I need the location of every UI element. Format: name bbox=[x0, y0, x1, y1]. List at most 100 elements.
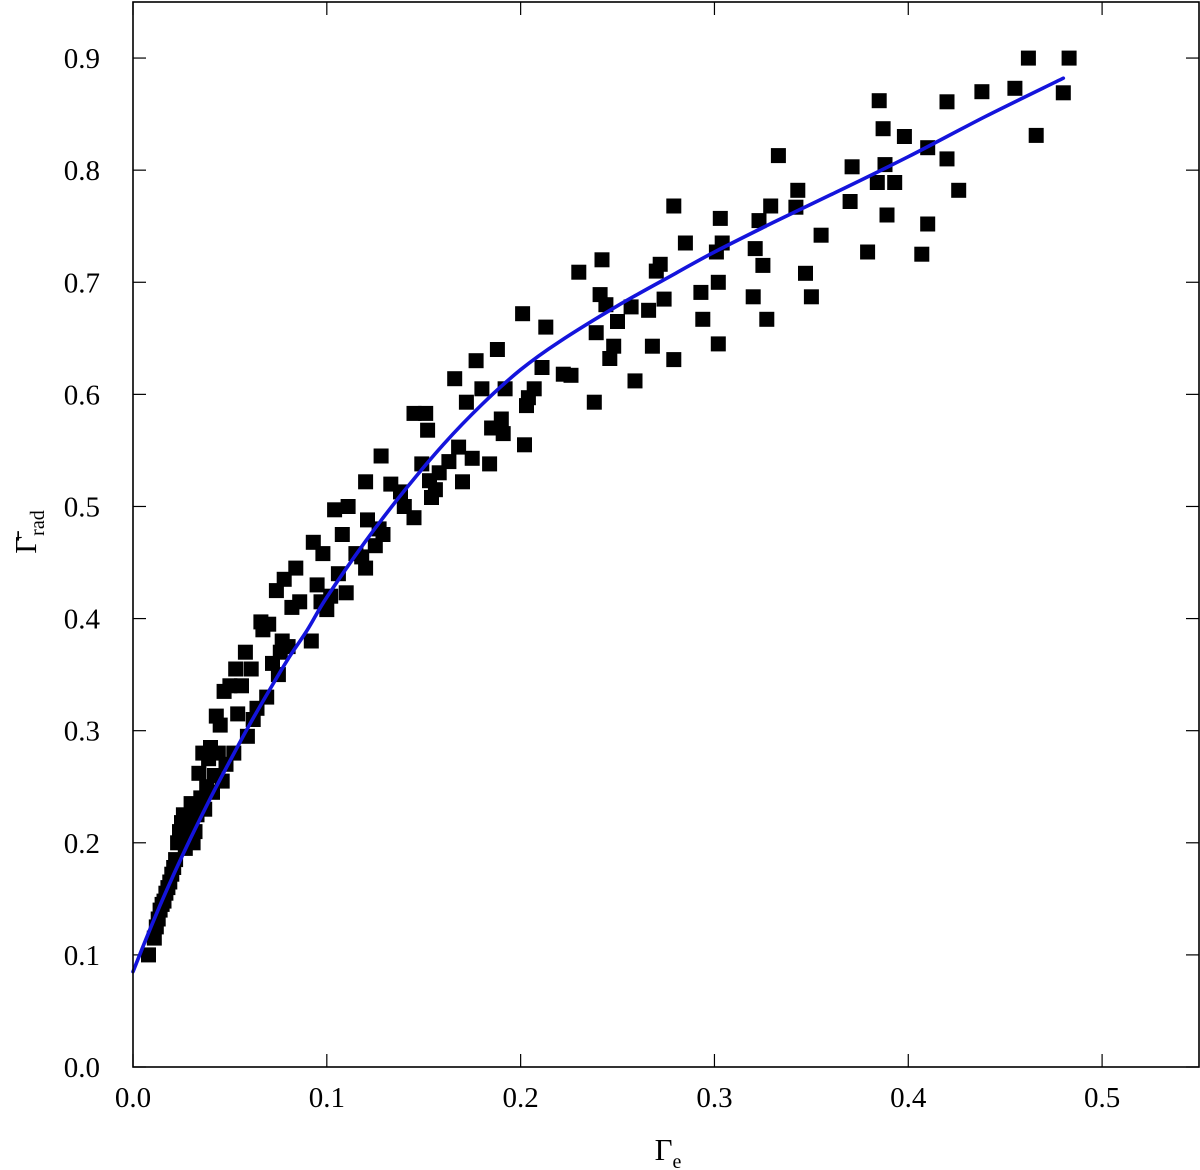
data-point bbox=[939, 94, 955, 110]
y-axis-title: Γ̄rad bbox=[8, 510, 49, 553]
data-point bbox=[951, 182, 967, 198]
data-point bbox=[482, 456, 498, 472]
data-point bbox=[656, 291, 672, 307]
data-point bbox=[338, 585, 354, 601]
data-point bbox=[677, 235, 693, 251]
data-point bbox=[1028, 127, 1044, 143]
data-point bbox=[887, 175, 903, 190]
data-point bbox=[534, 360, 550, 375]
tick-labels: 0.0 0.1 0.2 0.3 0.4 0.5 0.0 0.1 0.2 0.3 0.4 0.5 0.6 0… bbox=[64, 43, 1120, 1114]
x-axis-title-subscript: e bbox=[673, 1151, 682, 1170]
data-point bbox=[1061, 50, 1077, 66]
data-point bbox=[745, 289, 761, 305]
data-point bbox=[813, 227, 829, 243]
data-point bbox=[594, 252, 610, 268]
data-point bbox=[191, 765, 207, 781]
data-point bbox=[602, 351, 618, 366]
data-point bbox=[798, 265, 813, 281]
data-point bbox=[406, 405, 422, 421]
data-point bbox=[305, 534, 321, 550]
data-point bbox=[441, 454, 457, 470]
data-point bbox=[747, 241, 763, 257]
data-point bbox=[141, 947, 156, 963]
data-point bbox=[451, 439, 467, 455]
data-point bbox=[803, 289, 819, 305]
data-point bbox=[610, 314, 625, 329]
data-point bbox=[261, 616, 277, 632]
data-point bbox=[710, 336, 726, 352]
data-point bbox=[468, 353, 484, 369]
fit-curve bbox=[131, 76, 1066, 974]
y-tick-label: 0.7 bbox=[64, 267, 100, 299]
y-tick-label: 0.2 bbox=[64, 828, 100, 860]
data-point bbox=[712, 210, 728, 226]
svg-text:Γ̄rad: Γ̄rad bbox=[8, 510, 49, 553]
data-point bbox=[755, 257, 771, 273]
data-point bbox=[418, 405, 434, 421]
data-point bbox=[920, 216, 936, 232]
plot-frame bbox=[132, 1, 1200, 1068]
data-point bbox=[237, 644, 253, 660]
data-point bbox=[288, 560, 304, 576]
data-point bbox=[243, 661, 259, 677]
data-point bbox=[292, 594, 308, 610]
data-point bbox=[373, 448, 389, 464]
x-tick-label: 0.2 bbox=[503, 1082, 539, 1114]
data-point bbox=[869, 175, 885, 190]
y-tick-label: 0.9 bbox=[64, 43, 100, 75]
data-point bbox=[871, 93, 887, 109]
data-point bbox=[420, 422, 436, 438]
x-tick-label: 0.1 bbox=[309, 1082, 345, 1114]
data-point bbox=[234, 678, 249, 694]
data-point bbox=[360, 512, 375, 528]
data-point bbox=[623, 299, 639, 315]
y-tick-label: 0.6 bbox=[64, 379, 100, 411]
data-point bbox=[974, 84, 990, 100]
y-tick-label: 0.5 bbox=[64, 491, 100, 523]
y-tick-label: 0.3 bbox=[64, 716, 100, 748]
data-point bbox=[464, 450, 480, 466]
data-point bbox=[1020, 50, 1036, 66]
data-point bbox=[939, 151, 955, 167]
data-point bbox=[327, 502, 343, 518]
data-point bbox=[790, 182, 806, 198]
data-point bbox=[230, 706, 246, 722]
data-point bbox=[666, 352, 682, 368]
data-point bbox=[644, 338, 660, 354]
x-axis-title: Γe bbox=[655, 1132, 682, 1170]
y-tick-label: 0.4 bbox=[64, 604, 101, 636]
data-point bbox=[1007, 80, 1023, 96]
data-point bbox=[641, 302, 657, 318]
data-point bbox=[666, 198, 682, 214]
data-point bbox=[406, 510, 422, 526]
data-point bbox=[896, 129, 912, 144]
data-point bbox=[315, 546, 331, 562]
data-point bbox=[751, 213, 767, 229]
data-point bbox=[458, 394, 474, 410]
scatter-points bbox=[141, 50, 1077, 963]
data-point bbox=[563, 367, 579, 383]
data-point bbox=[517, 437, 532, 453]
data-point bbox=[652, 256, 668, 272]
data-point bbox=[710, 274, 726, 290]
x-tick-label: 0.3 bbox=[696, 1082, 732, 1114]
data-point bbox=[627, 373, 643, 389]
data-point bbox=[427, 482, 443, 498]
x-tick-label: 0.4 bbox=[890, 1082, 927, 1114]
y-tick-label: 0.0 bbox=[64, 1052, 100, 1084]
data-point bbox=[759, 311, 775, 327]
data-point bbox=[693, 284, 709, 300]
data-point bbox=[588, 325, 604, 341]
data-point bbox=[763, 198, 779, 214]
data-point bbox=[375, 527, 391, 542]
data-point bbox=[268, 583, 284, 599]
data-point bbox=[914, 246, 930, 262]
data-point bbox=[303, 633, 319, 649]
data-point bbox=[455, 474, 470, 490]
data-point bbox=[1055, 85, 1071, 101]
data-point bbox=[515, 306, 531, 322]
y-tick-label: 0.1 bbox=[64, 940, 100, 972]
x-tick-label: 0.0 bbox=[115, 1082, 151, 1114]
data-point bbox=[493, 411, 509, 427]
